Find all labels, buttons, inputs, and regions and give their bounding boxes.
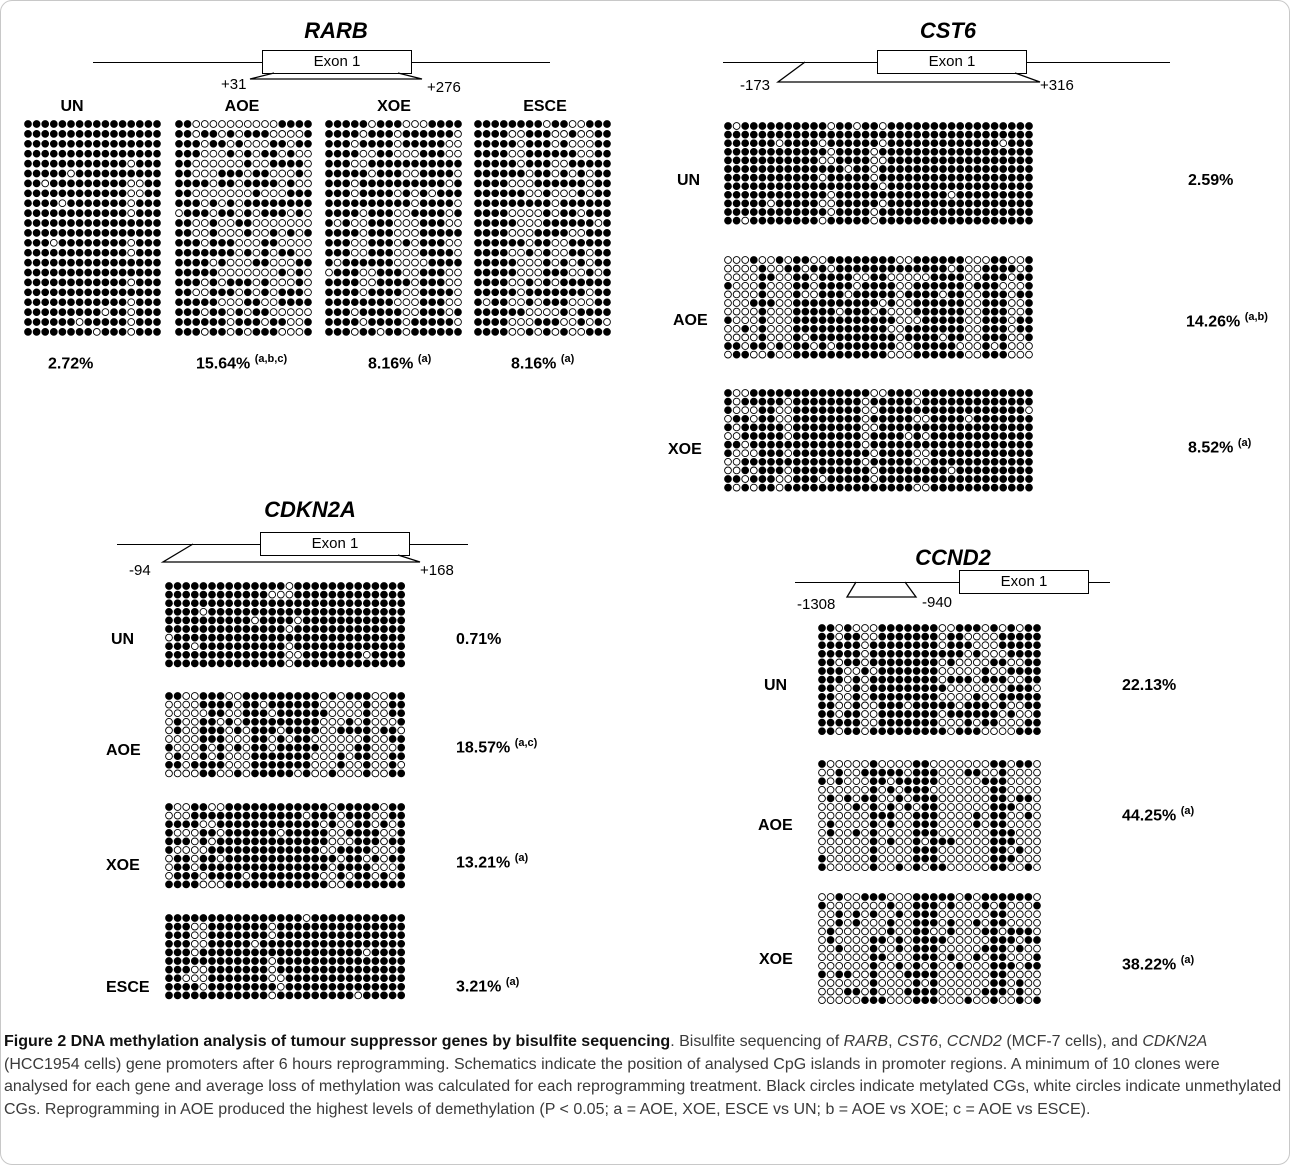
rarb-aoe-label: AOE: [224, 98, 260, 115]
cst6-xoe-clones: [724, 389, 1036, 500]
cdkn2a-esce-label: ESCE: [106, 979, 150, 996]
figure-caption: Figure 2 DNA methylation analysis of tum…: [4, 1033, 1282, 1118]
cdkn2a-cpg-region: [160, 543, 421, 563]
cst6-aoe-clones: [724, 256, 1036, 367]
cst6-un-value: 2.59%: [1188, 172, 1234, 189]
ccnd2-title: CCND2: [915, 545, 991, 570]
rarb-xoe-clones: [325, 120, 465, 345]
rarb-un-label: UN: [60, 98, 84, 115]
rarb-un-value: 2.72%: [48, 355, 94, 373]
cdkn2a-title: CDKN2A: [264, 497, 356, 522]
rarb-exon: Exon 1: [262, 50, 412, 74]
ccnd2-un-value: 22.13%: [1122, 677, 1177, 694]
rarb-esce-clones: [474, 120, 614, 345]
cdkn2a-aoe-clones: [165, 692, 408, 785]
rarb-xoe-label: XOE: [377, 98, 411, 115]
cdkn2a-xoe-value: 13.21% (a): [456, 852, 529, 872]
cdkn2a-un-label: UN: [111, 631, 135, 648]
cdkn2a-un-clones: [165, 582, 408, 675]
cst6-cpg-region: [776, 61, 1041, 83]
cst6-un-label: UN: [677, 172, 701, 189]
cdkn2a-aoe-value: 18.57% (a,c): [456, 737, 538, 757]
rarb-cpg-region: [249, 72, 423, 80]
cst6-title: CST6: [919, 18, 977, 43]
cdkn2a-xoe-label: XOE: [106, 857, 140, 874]
cdkn2a-esce-clones: [165, 914, 408, 1007]
cst6-xoe-value: 8.52% (a): [1188, 437, 1252, 457]
ccnd2-xoe-label: XOE: [759, 951, 793, 968]
cst6-xoe-label: XOE: [668, 441, 702, 458]
rarb-title: RARB: [304, 18, 368, 43]
ccnd2-xoe-value: 38.22% (a): [1122, 954, 1195, 974]
ccnd2-un-label: UN: [764, 677, 788, 694]
cdkn2a-start-position: -94: [129, 562, 151, 579]
ccnd2-start-position: -1308: [797, 596, 836, 613]
cst6-aoe-label: AOE: [673, 312, 708, 329]
rarb-esce-value: 8.16% (a): [511, 353, 575, 373]
cdkn2a-end-position: +168: [420, 562, 454, 579]
ccnd2-aoe-clones: [818, 760, 1044, 879]
cdkn2a-esce-value: 3.21% (a): [456, 976, 520, 996]
rarb-xoe-value: 8.16% (a): [368, 353, 432, 373]
cst6-end-position: +316: [1040, 77, 1074, 94]
cdkn2a-aoe-label: AOE: [106, 742, 141, 759]
cst6-exon: Exon 1: [877, 50, 1027, 74]
ccnd2-cpg-region: [845, 581, 918, 598]
cdkn2a-un-value: 0.71%: [456, 631, 502, 648]
rarb-aoe-value: 15.64% (a,b,c): [196, 353, 288, 373]
ccnd2-un-clones: [818, 624, 1044, 743]
rarb-end-position: +276: [427, 79, 461, 96]
rarb-aoe-clones: [175, 120, 315, 345]
ccnd2-xoe-clones: [818, 893, 1044, 1012]
ccnd2-end-position: -940: [922, 594, 953, 611]
ccnd2-aoe-value: 44.25% (a): [1122, 805, 1195, 825]
ccnd2-gene-line: [795, 582, 1110, 583]
caption-title: Figure 2 DNA methylation analysis of tum…: [4, 1033, 671, 1050]
ccnd2-exon: Exon 1: [959, 570, 1089, 594]
cdkn2a-exon: Exon 1: [260, 532, 410, 556]
ccnd2-aoe-label: AOE: [758, 817, 793, 834]
rarb-start-position: +31: [221, 76, 247, 93]
cst6-start-position: -173: [740, 77, 771, 94]
rarb-un-clones: [24, 120, 164, 345]
rarb-esce-label: ESCE: [523, 98, 567, 115]
cst6-aoe-value: 14.26% (a,b): [1186, 311, 1268, 331]
cst6-un-clones: [724, 122, 1036, 233]
cdkn2a-xoe-clones: [165, 803, 408, 896]
